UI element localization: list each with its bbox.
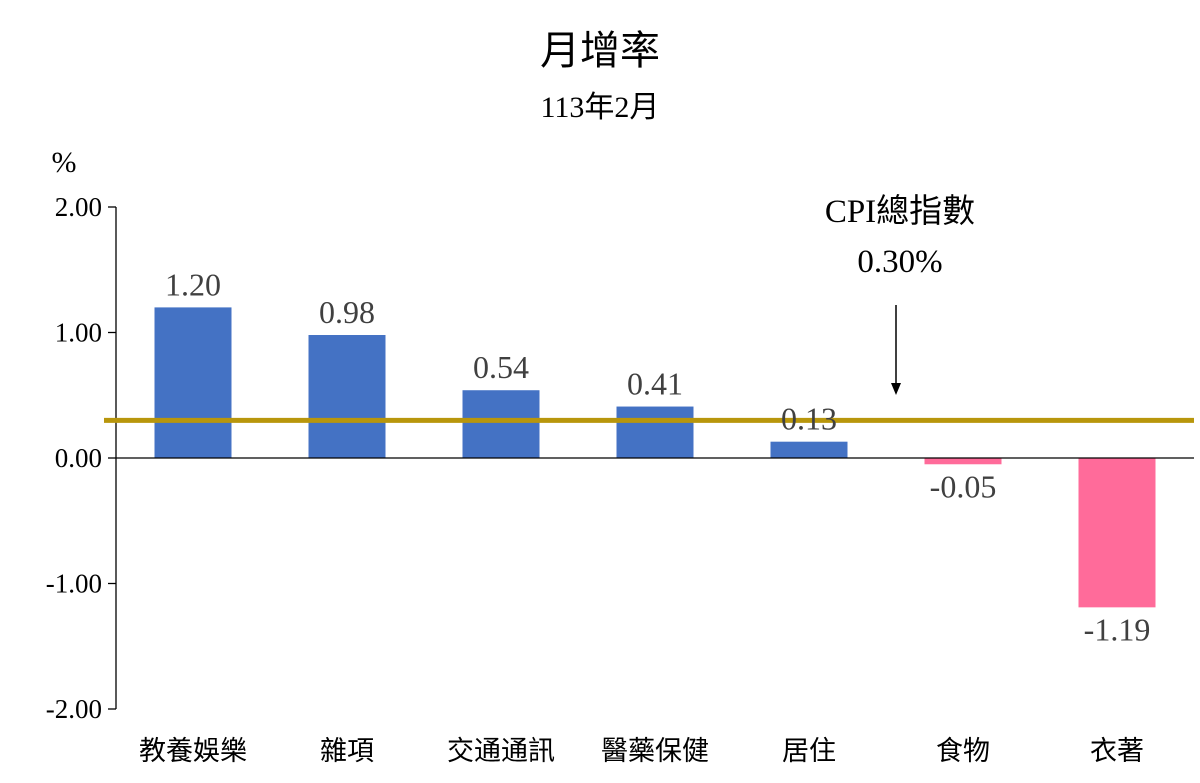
data-labels: 1.20 0.98 0.54 0.41 0.13 -0.05 -1.19 bbox=[165, 266, 1150, 647]
chart-subtitle: 113年2月 bbox=[541, 91, 660, 124]
y-tick-label: 1.00 bbox=[55, 318, 102, 348]
bar bbox=[308, 335, 386, 458]
bar-value-label: 0.98 bbox=[319, 294, 375, 330]
y-tick-label: 0.00 bbox=[55, 443, 102, 473]
x-category-label: 雜項 bbox=[320, 736, 374, 767]
bar-value-label: -1.19 bbox=[1084, 611, 1151, 647]
bar-series bbox=[154, 307, 1156, 608]
bar bbox=[616, 406, 694, 458]
bar-value-label: 1.20 bbox=[165, 266, 221, 302]
bar bbox=[770, 441, 848, 458]
cpi-annotation-title: CPI總指數 bbox=[825, 193, 975, 230]
x-category-label: 衣著 bbox=[1090, 736, 1144, 767]
bar bbox=[462, 390, 540, 458]
chart-title: 月增率 bbox=[540, 28, 660, 73]
x-category-label: 交通通訊 bbox=[447, 736, 555, 767]
x-category-label: 教養娛樂 bbox=[139, 736, 247, 767]
y-axis-ticks: 2.00 1.00 0.00 -1.00 -2.00 bbox=[46, 192, 116, 724]
bar bbox=[1078, 458, 1156, 608]
x-axis-category-labels: 教養娛樂 雜項 交通通訊 醫藥保健 居住 食物 衣著 bbox=[139, 736, 1144, 767]
y-tick-label: 2.00 bbox=[55, 192, 102, 222]
bar bbox=[154, 307, 232, 458]
cpi-annotation-arrow-head bbox=[891, 383, 901, 395]
bar bbox=[924, 458, 1002, 465]
bar-value-label: -0.05 bbox=[930, 468, 997, 504]
x-category-label: 食物 bbox=[936, 736, 990, 767]
cpi-annotation-value: 0.30% bbox=[857, 244, 942, 280]
bar-value-label: 0.41 bbox=[627, 366, 683, 402]
x-category-label: 居住 bbox=[782, 736, 836, 767]
x-category-label: 醫藥保健 bbox=[601, 736, 709, 767]
y-tick-label: -2.00 bbox=[46, 694, 102, 724]
y-tick-label: -1.00 bbox=[46, 569, 102, 599]
bar-value-label: 0.54 bbox=[473, 349, 529, 385]
bar-value-label: 0.13 bbox=[781, 401, 837, 437]
y-axis-unit-label: % bbox=[52, 146, 77, 179]
